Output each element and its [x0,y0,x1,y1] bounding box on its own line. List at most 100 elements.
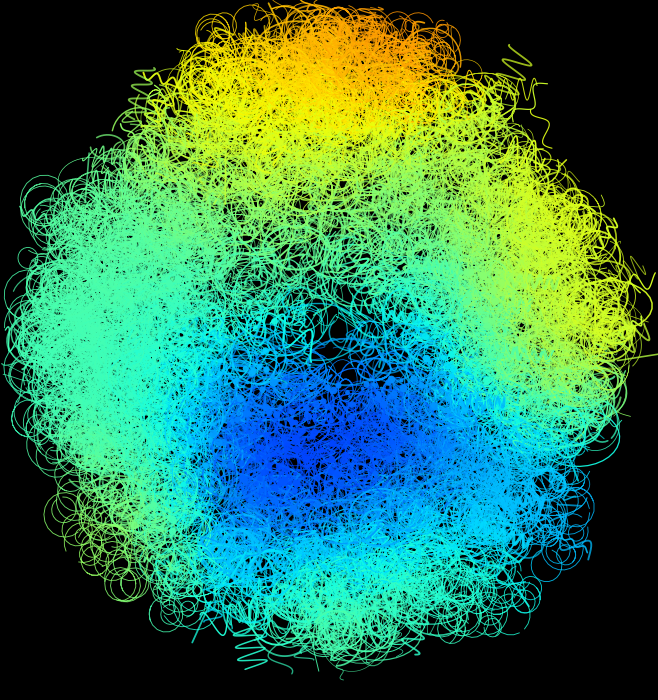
Point [488,284,499,295]
Point [445,370,456,381]
Point [289,484,299,496]
Point [131,407,141,419]
Point [264,459,274,470]
Point [210,470,220,481]
Point [459,384,470,395]
Point [253,422,264,433]
Point [267,370,278,381]
Point [342,386,353,398]
Point [271,409,282,420]
Point [494,267,504,278]
Point [274,342,284,354]
Point [238,473,248,484]
Point [238,380,248,391]
Point [238,474,249,485]
Point [327,438,338,449]
Point [320,490,330,501]
Point [309,427,320,438]
Point [459,328,470,339]
Point [287,416,297,427]
Point [387,437,397,448]
Point [219,356,230,367]
Point [291,117,302,128]
Point [383,377,393,388]
Point [430,402,440,414]
Point [202,264,213,275]
Point [276,430,287,442]
Point [278,475,289,486]
Point [281,466,291,477]
Point [373,450,384,461]
Point [345,412,356,423]
Point [282,389,293,400]
Point [415,401,425,412]
Point [318,395,328,407]
Point [323,484,334,495]
Point [270,346,281,358]
Point [374,410,385,421]
Point [462,295,472,307]
Point [303,452,314,463]
Point [322,453,332,464]
Point [166,526,177,537]
Point [238,398,249,409]
Point [274,185,285,196]
Point [443,392,453,403]
Point [343,430,354,441]
Point [417,379,427,391]
Point [207,428,218,439]
Point [280,463,291,475]
Point [342,451,353,462]
Point [259,344,270,356]
Point [368,443,379,454]
Point [245,490,255,501]
Point [290,433,300,444]
Point [197,343,207,354]
Point [147,519,158,530]
Point [272,117,282,128]
Point [148,500,159,511]
Point [353,416,364,428]
Point [275,401,286,412]
Point [301,402,311,414]
Point [253,312,263,323]
Point [291,477,301,488]
Point [243,442,254,453]
Point [182,279,192,290]
Point [370,379,380,391]
Point [278,379,289,391]
Point [320,484,330,495]
Point [295,444,305,456]
Point [312,473,322,484]
Point [429,399,440,410]
Point [336,477,346,488]
Point [480,374,491,386]
Point [428,330,439,342]
Point [174,262,184,274]
Point [463,267,473,279]
Point [257,348,267,359]
Point [129,519,139,531]
Point [369,468,380,479]
Point [295,426,306,437]
Point [270,436,281,447]
Point [184,403,194,414]
Point [256,484,266,496]
Point [229,376,240,387]
Point [214,323,224,335]
Point [378,412,389,423]
Point [442,360,452,371]
Point [261,364,271,375]
Point [340,402,350,414]
Point [438,351,448,363]
Point [263,153,273,164]
Point [227,416,238,428]
Point [243,466,253,477]
Point [300,183,311,195]
Point [172,274,183,285]
Point [253,360,264,372]
Point [276,477,287,488]
Point [194,246,205,258]
Point [386,422,396,433]
Point [152,400,163,412]
